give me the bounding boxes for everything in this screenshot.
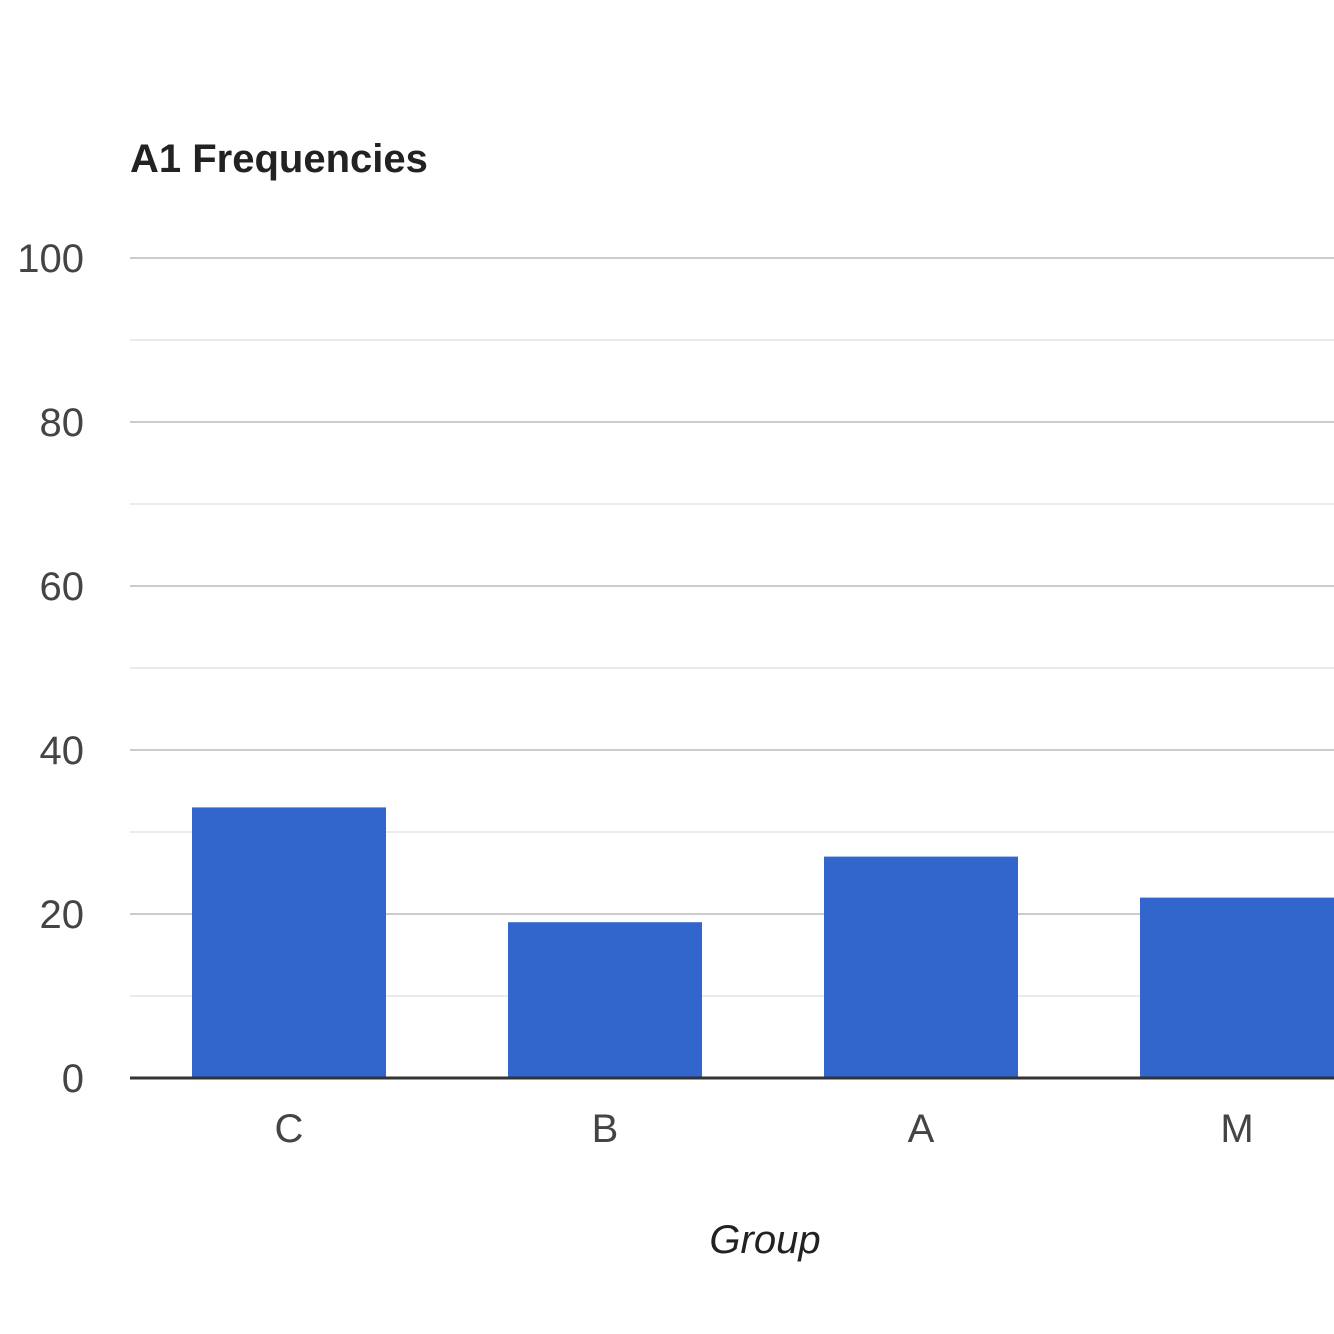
y-tick-label: 0 [62,1057,84,1101]
bar-c [192,807,386,1078]
x-tick-label: A [908,1107,935,1151]
y-tick-label: 100 [17,237,84,281]
bar-a [824,856,1018,1078]
y-tick-label: 20 [40,893,85,937]
y-tick-label: 80 [40,401,85,445]
bar-m [1140,897,1334,1078]
x-tick-label: C [275,1107,304,1151]
x-axis-label: Group [709,1218,820,1262]
bar-b [508,922,702,1078]
x-tick-label: B [592,1107,619,1151]
y-tick-label: 60 [40,565,85,609]
y-axis-ticks: 0 20 40 60 80 100 [17,237,84,1101]
x-tick-label: M [1220,1107,1253,1151]
y-tick-label: 40 [40,729,85,773]
chart-title: A1 Frequencies [130,137,428,181]
bars [192,807,1334,1078]
